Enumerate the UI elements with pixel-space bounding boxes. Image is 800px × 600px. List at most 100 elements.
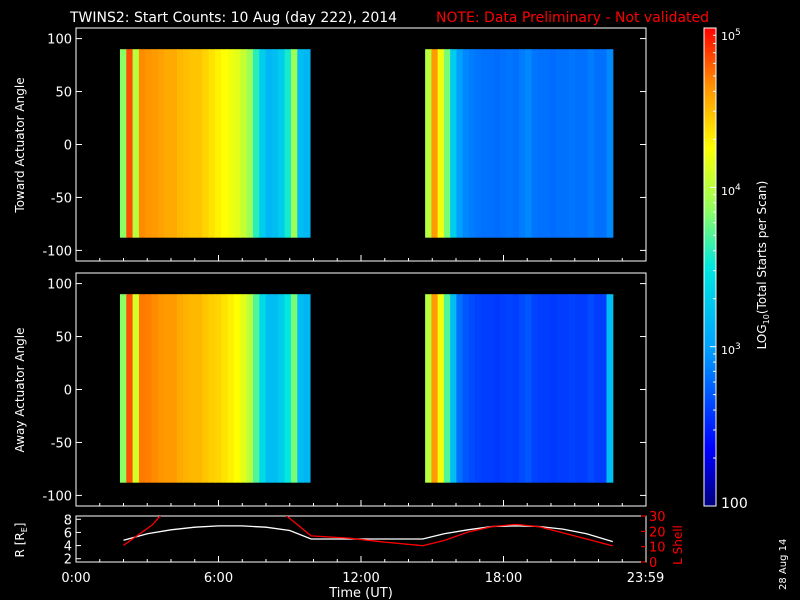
heatmap-column (456, 49, 464, 238)
heatmap-column (468, 49, 476, 238)
heatmap-column (176, 294, 184, 483)
heatmap-column (575, 294, 583, 483)
x-tick-label: 6:00 (204, 571, 233, 586)
radius-tick-label: 8 (64, 513, 72, 528)
heatmap-column (531, 49, 539, 238)
heatmap-column (581, 49, 589, 238)
heatmap-column (246, 49, 254, 238)
heatmap-column (208, 49, 216, 238)
heatmap-column (240, 294, 248, 483)
lshell-tick-label: 10 (649, 541, 666, 556)
heatmap-column (170, 294, 178, 483)
y-tick-label: 50 (55, 331, 72, 346)
colorbar-tick-10000: 104 (721, 183, 741, 198)
heatmap-column (176, 49, 184, 238)
date-stamp: 28 Aug 14 (778, 539, 789, 590)
heatmap-column (183, 294, 191, 483)
heatmap-column (556, 294, 564, 483)
heatmap-column (246, 294, 254, 483)
heatmap-column (265, 294, 273, 483)
heatmap-column (252, 294, 260, 483)
heatmap-column (518, 49, 526, 238)
heatmap-column (450, 294, 457, 483)
heatmap-column (221, 294, 229, 483)
heatmap-column (425, 49, 432, 238)
y-tick-label: 100 (47, 278, 72, 293)
heatmap-column (568, 294, 576, 483)
y-tick-label: -50 (51, 191, 72, 206)
heatmap-column (157, 49, 165, 238)
heatmap-column (518, 294, 526, 483)
away-actuator-panel: 100 50 0 -50 -100 Away Actuator Angle (13, 272, 647, 507)
heatmap-column (431, 294, 439, 483)
heatmap-column (593, 49, 601, 238)
heatmap-column (151, 294, 159, 483)
heatmap-column (259, 49, 267, 238)
heatmap-column (233, 49, 241, 238)
heatmap-column (468, 294, 476, 483)
heatmap-column (278, 294, 286, 483)
y-tick-label: -50 (51, 436, 72, 451)
y-tick-label: 0 (64, 384, 72, 399)
y-tick-label: -100 (42, 489, 72, 504)
heatmap-column (500, 294, 508, 483)
heatmap-column (568, 49, 576, 238)
toward-actuator-panel: 100 50 0 -50 -100 Toward Actuator Angle (13, 27, 647, 262)
heatmap-column (227, 49, 235, 238)
heatmap-column (600, 294, 608, 483)
x-tick-label: 0:00 (61, 571, 90, 586)
heatmap-column (506, 294, 514, 483)
heatmap-column (132, 49, 140, 238)
heatmap-column (462, 294, 470, 483)
lshell-tick-label: 0 (649, 556, 657, 571)
heatmap-column (278, 49, 286, 238)
heatmap-column (297, 294, 305, 483)
heatmap-column (481, 49, 489, 238)
heatmap-column (575, 49, 583, 238)
heatmap-column (600, 49, 608, 238)
y-tick-label: -100 (42, 244, 72, 259)
heatmap-column (456, 294, 464, 483)
heatmap-column (164, 49, 172, 238)
heatmap-column (481, 294, 489, 483)
heatmap-column (138, 49, 146, 238)
colorbar-tick-100000: 105 (721, 28, 741, 43)
heatmap-column (221, 49, 229, 238)
preliminary-note: NOTE: Data Preliminary - Not validated (436, 10, 709, 26)
heatmap-column (425, 294, 432, 483)
heatmap-column (252, 49, 260, 238)
away-y-axis-label: Away Actuator Angle (13, 327, 27, 452)
heatmap-column (587, 294, 595, 483)
heatmap-column (581, 294, 589, 483)
heatmap-column (240, 49, 248, 238)
time-axis-ticks: 0:00 6:00 12:00 18:00 23:59 (61, 556, 664, 586)
heatmap-column (195, 49, 203, 238)
heatmap-column (475, 294, 483, 483)
lshell-tick-label: 30 (649, 510, 666, 525)
heatmap-column (138, 294, 146, 483)
heatmap-column (265, 49, 273, 238)
heatmap-column (233, 294, 241, 483)
heatmap-column (437, 49, 445, 238)
x-tick-label: 18:00 (485, 571, 522, 586)
heatmap-column (500, 49, 508, 238)
heatmap-column (537, 49, 545, 238)
heatmap-column (506, 49, 514, 238)
toward-heatmap-cells (119, 49, 614, 238)
heatmap-column (556, 49, 564, 238)
heatmap-column (443, 294, 451, 483)
heatmap-column (606, 294, 614, 483)
heatmap-column (284, 294, 292, 483)
heatmap-column (271, 49, 279, 238)
heatmap-column (487, 294, 495, 483)
heatmap-column (119, 49, 127, 238)
heatmap-column (214, 294, 222, 483)
radius-axis-label: R [RE] (13, 523, 29, 558)
heatmap-column (443, 49, 451, 238)
lshell-tick-label: 20 (649, 525, 666, 540)
heatmap-column (227, 294, 235, 483)
heatmap-column (512, 49, 520, 238)
